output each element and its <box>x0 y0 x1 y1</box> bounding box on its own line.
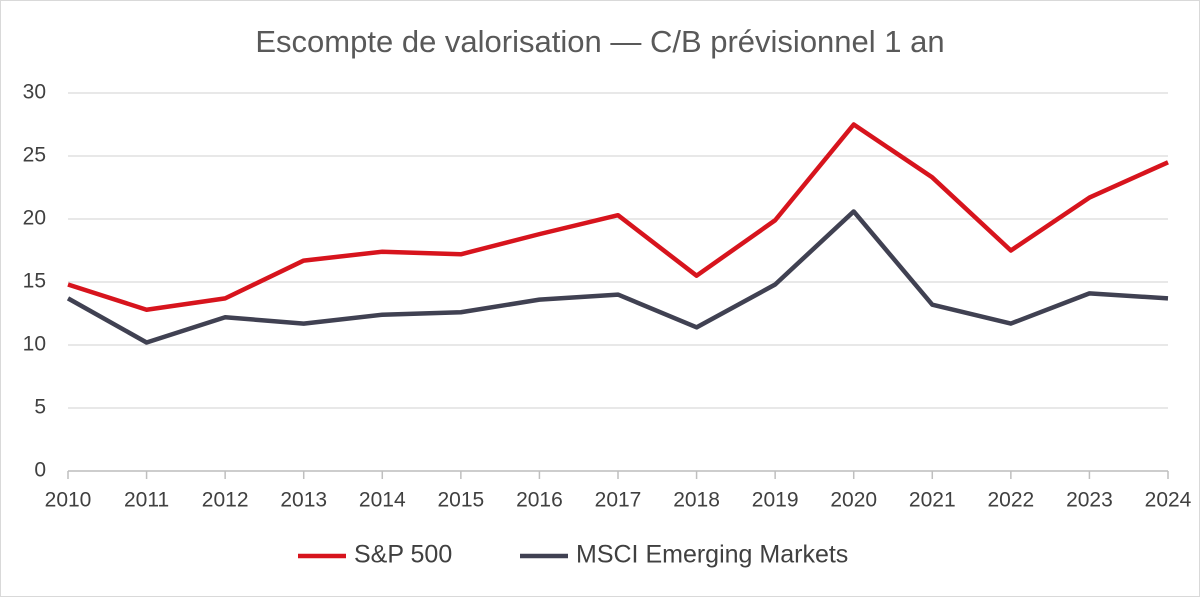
y-tick-label: 10 <box>23 333 46 356</box>
x-tick-label: 2019 <box>752 489 799 512</box>
legend-label: S&P 500 <box>354 541 452 569</box>
x-tick-label: 2017 <box>595 489 642 512</box>
x-tick-label: 2024 <box>1145 489 1192 512</box>
y-tick-label: 30 <box>23 81 46 104</box>
x-tick-label: 2012 <box>202 489 249 512</box>
y-tick-label: 15 <box>23 270 46 293</box>
x-tick-label: 2013 <box>280 489 327 512</box>
series-line <box>67 122 1169 312</box>
y-tick-label: 5 <box>34 396 46 419</box>
y-tick-label: 20 <box>23 207 46 230</box>
x-tick-label: 2021 <box>909 489 956 512</box>
x-tick-label: 2010 <box>45 489 92 512</box>
x-tick-label: 2014 <box>359 489 406 512</box>
x-tick-label: 2022 <box>987 489 1034 512</box>
legend-label: MSCI Emerging Markets <box>576 541 848 569</box>
y-tick-label: 25 <box>23 144 46 167</box>
x-tick-label: 2016 <box>516 489 563 512</box>
series-line <box>66 209 1169 345</box>
x-tick-label: 2015 <box>437 489 484 512</box>
x-tick-label: 2011 <box>124 489 169 512</box>
x-tick-label: 2023 <box>1066 489 1113 512</box>
x-tick-label: 2020 <box>830 489 877 512</box>
chart-title: Escompte de valorisation — C/B prévision… <box>255 24 944 59</box>
x-tick-label: 2018 <box>673 489 720 512</box>
y-tick-label: 0 <box>34 459 46 482</box>
